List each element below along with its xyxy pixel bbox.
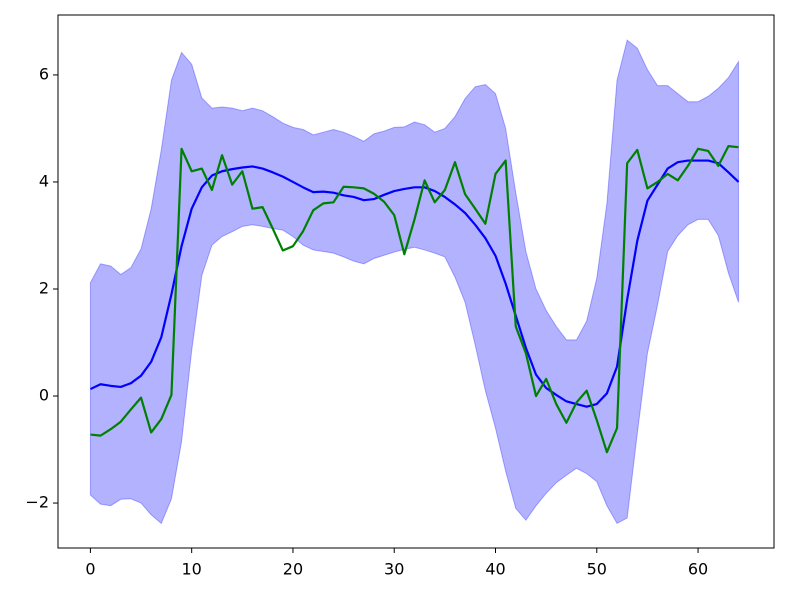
y-tick-label: 0 [39,386,49,405]
x-tick-label: 30 [384,560,404,579]
x-tick-label: 50 [587,560,607,579]
y-tick-label: 4 [39,171,49,190]
line [90,145,739,454]
y-tick-label: 6 [39,64,49,83]
x-tick-label: 20 [283,560,303,579]
y-tick-label: −2 [25,493,49,512]
x-tick-label: 60 [688,560,708,579]
plot-frame [57,14,775,549]
x-tick-label: 10 [182,560,202,579]
x-tick-label: 0 [85,560,95,579]
x-tick-label: 40 [485,560,505,579]
y-tick-label: 2 [39,278,49,297]
line [89,159,740,408]
